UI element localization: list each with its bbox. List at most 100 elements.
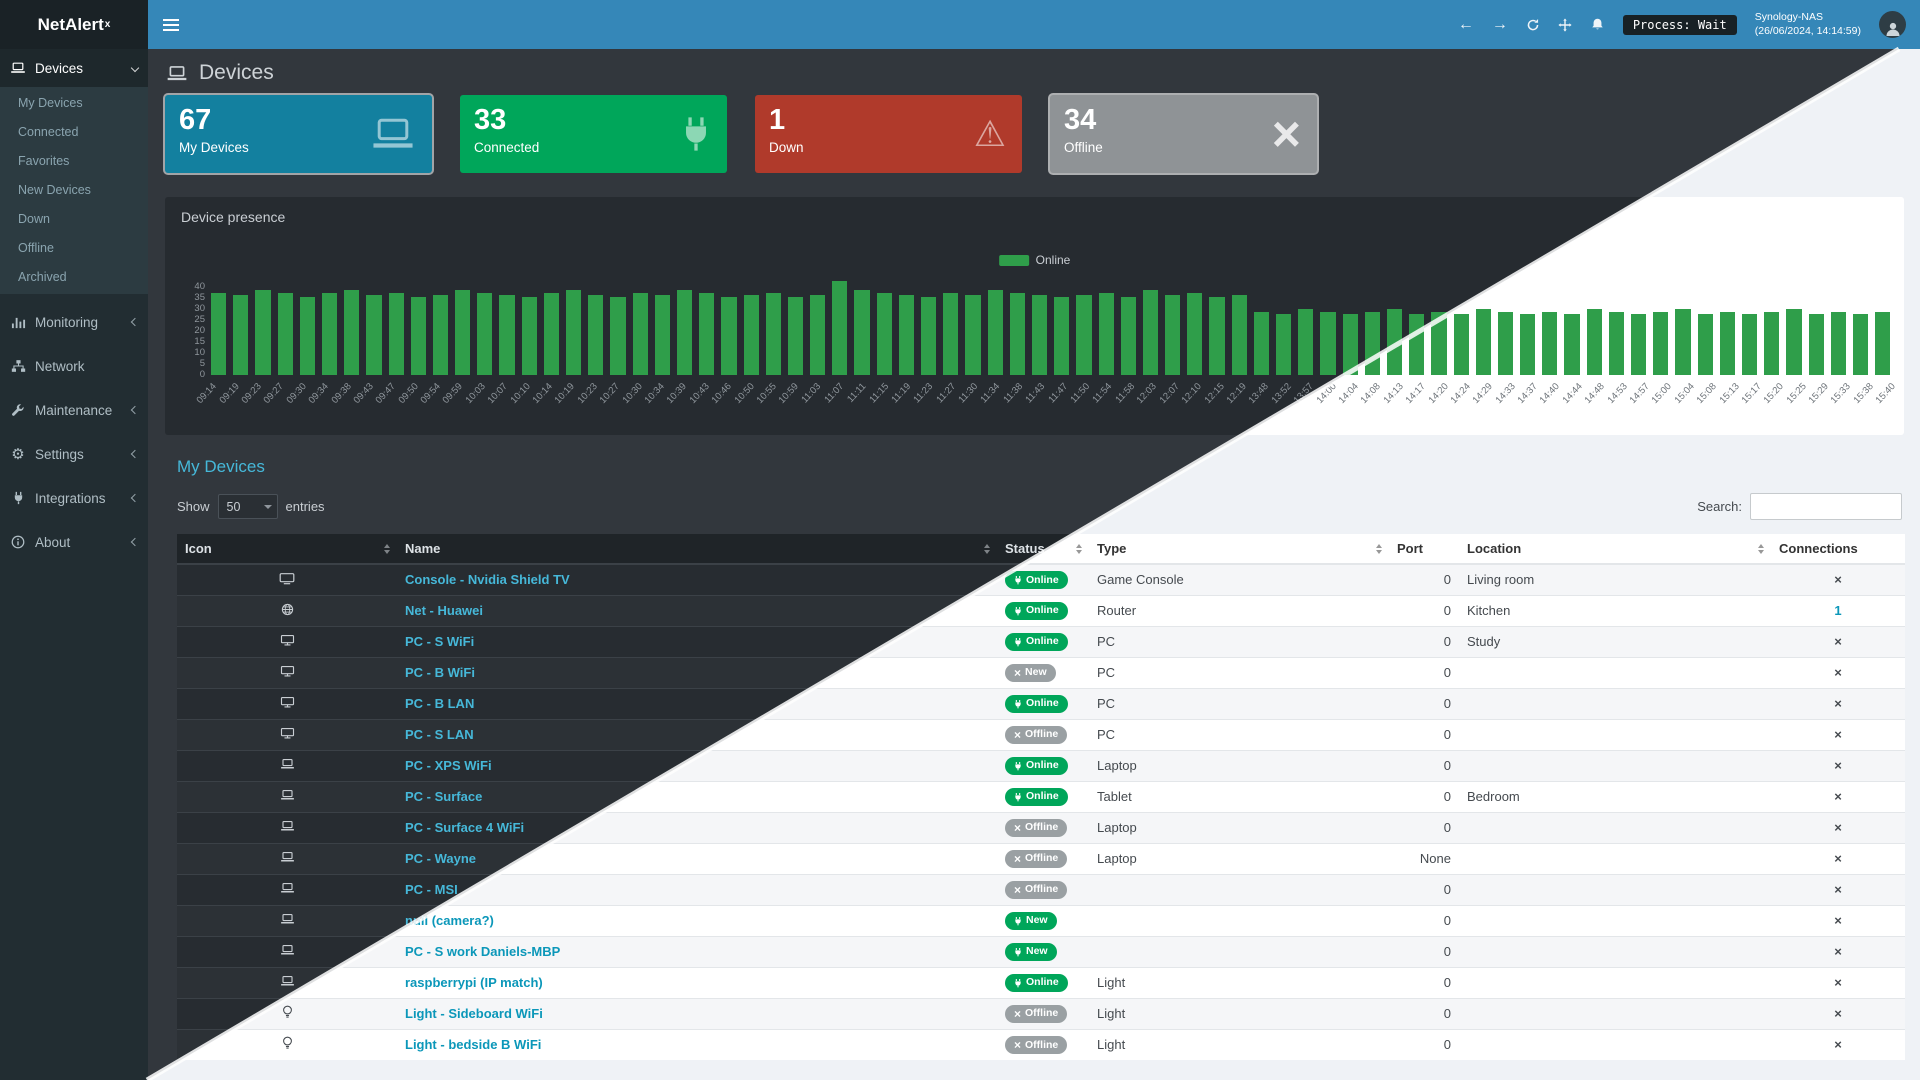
device-connections[interactable]: ×: [1834, 758, 1842, 773]
sort-icon[interactable]: [384, 541, 390, 557]
sidebar-item-maintenance[interactable]: Maintenance: [0, 388, 148, 432]
device-name-link[interactable]: PC - B LAN: [405, 696, 475, 711]
column-header-name[interactable]: Name: [397, 534, 997, 565]
desktop-icon: [280, 634, 295, 649]
bell-icon[interactable]: [1590, 17, 1605, 32]
device-name-link[interactable]: PC - S work Daniels-MBP: [405, 944, 561, 959]
device-name-link[interactable]: Light - bedside B WiFi: [405, 1037, 542, 1053]
sidebar-item-about[interactable]: About: [0, 520, 148, 564]
table-row[interactable]: Net - Huawei ×Online Router 0 Kitchen 1: [177, 594, 1905, 626]
table-row[interactable]: PC - S work Daniels-MBP ×New 0 ×: [177, 935, 1905, 967]
table-row[interactable]: PC - Wayne ×Offline Laptop None ×: [177, 842, 1905, 874]
device-name-link[interactable]: Console - Nvidia Shield TV: [405, 572, 570, 588]
column-header-icon[interactable]: Icon: [177, 534, 397, 565]
search-control: Search:: [1697, 493, 1902, 520]
device-connections[interactable]: ×: [1834, 789, 1842, 804]
sidebar-item-integrations[interactable]: Integrations: [0, 476, 148, 520]
device-name-link[interactable]: PC - Wayne: [405, 851, 477, 866]
device-name-link[interactable]: PC - MSI: [405, 882, 458, 897]
card-offline[interactable]: 34 Offline ×: [1050, 95, 1317, 173]
table-row[interactable]: PC - S WiFi ×Online PC 0 Study ×: [177, 625, 1905, 657]
table-row[interactable]: PC - B WiFi ×New PC 0 ×: [177, 656, 1905, 688]
refresh-icon[interactable]: [1526, 18, 1540, 32]
device-connections[interactable]: ×: [1834, 913, 1842, 928]
device-name-link[interactable]: PC - B WiFi: [405, 665, 475, 680]
table-row[interactable]: raspberrypi (IP match) ×Online Light 0 ×: [177, 966, 1905, 998]
device-connections[interactable]: ×: [1834, 1037, 1842, 1053]
device-name-link[interactable]: PC - Surface 4 WiFi: [405, 820, 525, 835]
device-connections[interactable]: ×: [1834, 665, 1842, 680]
device-name-link[interactable]: raspberrypi (IP match): [405, 975, 543, 990]
device-name-link[interactable]: PC - XPS WiFi: [405, 758, 492, 773]
device-connections[interactable]: ×: [1834, 882, 1842, 897]
chart-legend[interactable]: Online: [998, 253, 1070, 267]
sort-icon[interactable]: [984, 541, 990, 557]
device-connections[interactable]: ×: [1834, 727, 1842, 742]
search-input[interactable]: [1750, 493, 1902, 520]
status-text: New: [1026, 914, 1048, 927]
status-text: Online: [1026, 635, 1059, 648]
device-connections[interactable]: ×: [1834, 851, 1842, 866]
move-icon[interactable]: [1558, 17, 1572, 32]
sidebar-subitem-offline[interactable]: Offline: [18, 241, 54, 255]
column-header-status[interactable]: Status: [997, 534, 1089, 565]
column-header-location[interactable]: Location: [1459, 534, 1771, 565]
device-connections[interactable]: ×: [1834, 634, 1842, 649]
device-connections[interactable]: ×: [1834, 1006, 1842, 1021]
logo-sup: x: [104, 19, 111, 30]
table-row[interactable]: null (camera?) ×New 0 ×: [177, 904, 1905, 936]
sidebar-item-devices[interactable]: Devices: [0, 49, 148, 87]
laptop-icon: [280, 882, 295, 897]
sidebar-subitem-favorites[interactable]: Favorites: [18, 154, 70, 168]
table-row[interactable]: PC - MSI ×Offline 0 ×: [177, 873, 1905, 905]
sidebar-subitem-archived[interactable]: Archived: [18, 270, 67, 284]
entries-select[interactable]: 50: [217, 494, 278, 519]
device-connections[interactable]: ×: [1834, 975, 1842, 990]
card-my-devices[interactable]: 67 My Devices: [165, 95, 432, 173]
column-header-port[interactable]: Port: [1389, 534, 1459, 565]
device-connections[interactable]: ×: [1834, 572, 1842, 588]
device-name-link[interactable]: null (camera?): [405, 913, 494, 928]
card-connected[interactable]: 33 Connected: [460, 95, 727, 173]
sidebar-subitem-down[interactable]: Down: [18, 212, 50, 226]
sidebar-subitem-new-devices[interactable]: New Devices: [18, 183, 91, 197]
sidebar-item-monitoring[interactable]: Monitoring: [0, 300, 148, 344]
sidebar-subitem-my-devices[interactable]: My Devices: [18, 96, 83, 110]
back-arrow-icon[interactable]: ←: [1457, 15, 1474, 33]
sidebar-toggle-button[interactable]: [148, 0, 194, 49]
table-row[interactable]: PC - S LAN ×Offline PC 0 ×: [177, 718, 1905, 750]
table-row[interactable]: Console - Nvidia Shield TV ×Online Game …: [177, 563, 1905, 595]
column-header-connections[interactable]: Connections: [1771, 534, 1905, 565]
table-row[interactable]: Light - bedside B WiFi × Offline Light 0 …: [177, 1028, 1905, 1060]
device-name-link[interactable]: Light - Sideboard WiFi: [405, 1006, 543, 1021]
device-name-link[interactable]: PC - S WiFi: [405, 634, 475, 649]
sidebar-item-settings[interactable]: ⚙ Settings: [0, 432, 148, 476]
device-connections[interactable]: 1: [1834, 603, 1842, 618]
column-header-type[interactable]: Type: [1089, 534, 1389, 565]
status-text: Offline: [1025, 852, 1059, 865]
device-type: Light: [1089, 997, 1389, 1029]
device-location: [1459, 718, 1771, 750]
table-row[interactable]: PC - XPS WiFi ×Online Laptop 0 ×: [177, 749, 1905, 781]
device-connections[interactable]: ×: [1834, 944, 1842, 959]
table-row[interactable]: PC - B LAN ×Online PC 0 ×: [177, 687, 1905, 719]
sort-icon[interactable]: [1758, 541, 1764, 557]
sort-icon[interactable]: [1376, 541, 1382, 557]
device-connections[interactable]: ×: [1834, 820, 1842, 835]
table-row[interactable]: Light - Sideboard WiFi × Offline Light 0 …: [177, 997, 1905, 1029]
table-row[interactable]: PC - Surface 4 WiFi ×Offline Laptop 0 ×: [177, 811, 1905, 843]
device-location: [1459, 749, 1771, 781]
user-avatar[interactable]: [1879, 11, 1906, 38]
device-connections[interactable]: ×: [1834, 696, 1842, 711]
forward-arrow-icon[interactable]: →: [1491, 15, 1508, 33]
table-row[interactable]: PC - Surface ×Online Tablet 0 Bedroom ×: [177, 780, 1905, 812]
device-name-link[interactable]: PC - S LAN: [405, 727, 474, 742]
sort-icon[interactable]: [1076, 541, 1082, 557]
card-down[interactable]: 1 Down ⚠: [755, 95, 1022, 173]
sidebar-item-network[interactable]: Network: [0, 344, 148, 388]
sidebar-subitem-connected[interactable]: Connected: [18, 125, 79, 139]
device-name-link[interactable]: Net - Huawei: [405, 603, 484, 618]
chevron-left-icon: [130, 493, 140, 503]
device-name-link[interactable]: PC - Surface: [405, 789, 483, 804]
